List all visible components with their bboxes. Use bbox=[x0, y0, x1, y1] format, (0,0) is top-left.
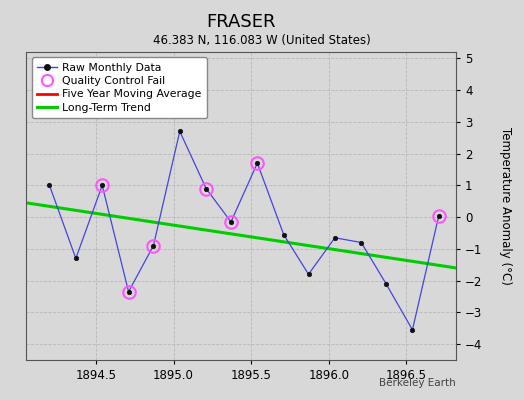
Raw Monthly Data bbox=[150, 243, 157, 248]
Raw Monthly Data bbox=[46, 183, 52, 188]
Raw Monthly Data bbox=[177, 129, 183, 134]
Quality Control Fail bbox=[203, 186, 209, 191]
Raw Monthly Data bbox=[125, 289, 132, 294]
Raw Monthly Data bbox=[254, 161, 260, 166]
Line: Quality Control Fail: Quality Control Fail bbox=[96, 157, 445, 298]
Text: 46.383 N, 116.083 W (United States): 46.383 N, 116.083 W (United States) bbox=[153, 34, 371, 47]
Raw Monthly Data bbox=[280, 232, 287, 237]
Raw Monthly Data bbox=[73, 256, 79, 261]
Line: Raw Monthly Data: Raw Monthly Data bbox=[47, 129, 441, 332]
Quality Control Fail bbox=[99, 183, 105, 188]
Raw Monthly Data bbox=[305, 272, 312, 277]
Raw Monthly Data bbox=[332, 235, 338, 240]
Title: FRASER: FRASER bbox=[206, 13, 276, 31]
Raw Monthly Data bbox=[228, 220, 234, 224]
Quality Control Fail bbox=[228, 220, 234, 224]
Legend: Raw Monthly Data, Quality Control Fail, Five Year Moving Average, Long-Term Tren: Raw Monthly Data, Quality Control Fail, … bbox=[31, 58, 207, 118]
Text: Berkeley Earth: Berkeley Earth bbox=[379, 378, 456, 388]
Raw Monthly Data bbox=[383, 281, 389, 286]
Y-axis label: Temperature Anomaly (°C): Temperature Anomaly (°C) bbox=[499, 127, 512, 285]
Quality Control Fail bbox=[254, 161, 260, 166]
Raw Monthly Data bbox=[358, 240, 364, 245]
Quality Control Fail bbox=[125, 289, 132, 294]
Raw Monthly Data bbox=[99, 183, 105, 188]
Raw Monthly Data bbox=[409, 328, 416, 332]
Quality Control Fail bbox=[435, 213, 442, 218]
Quality Control Fail bbox=[150, 243, 157, 248]
Raw Monthly Data bbox=[203, 186, 209, 191]
Raw Monthly Data bbox=[435, 213, 442, 218]
